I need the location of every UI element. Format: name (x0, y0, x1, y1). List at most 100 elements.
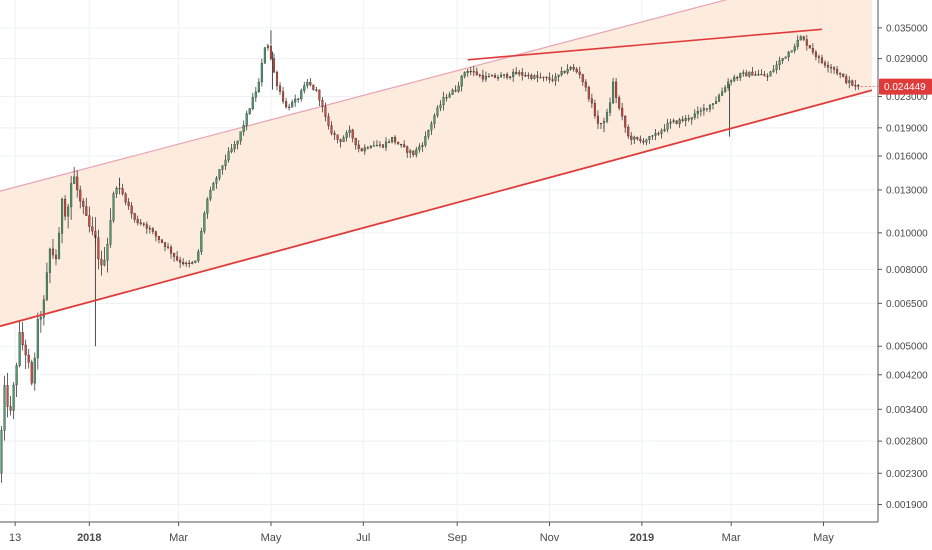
candle-body (572, 67, 575, 70)
candle-body (269, 45, 273, 59)
candle-body (833, 67, 836, 70)
candle-body (857, 85, 860, 87)
price-axis[interactable]: 0.035000 0.029000 0.023000 0.019000 0.016000… (878, 23, 928, 511)
candle-body (67, 206, 70, 217)
candle-body (648, 136, 651, 141)
candle-body (209, 190, 212, 200)
candle-body (615, 81, 618, 98)
candle-body (61, 199, 64, 234)
y-tick-label: 0.008000 (886, 265, 928, 276)
candle-body (387, 141, 391, 143)
candle-body (36, 319, 39, 359)
last-price-label: 0.024449 (884, 82, 926, 93)
candle-body (636, 136, 639, 140)
candle-body (278, 85, 282, 92)
candle-body (745, 72, 748, 77)
candle-body (151, 228, 154, 232)
candle-body (112, 193, 115, 221)
candle-body (442, 97, 445, 106)
candle-body (27, 354, 30, 363)
candle-body (163, 242, 167, 247)
candle-body (605, 112, 609, 122)
candle-body (796, 39, 799, 47)
candle-body (400, 144, 403, 146)
candle-body (427, 130, 430, 137)
candle-body (539, 77, 542, 79)
time-axis[interactable]: 13 2018 Mar May Jul Sep Nov 2019 Mar May (9, 522, 834, 544)
candle-body (424, 136, 427, 146)
candle-body (221, 165, 224, 170)
candle-body (751, 71, 754, 76)
candle-body (512, 71, 515, 77)
candle-body (79, 189, 82, 202)
candle-body (842, 74, 845, 77)
candle-body (118, 187, 121, 190)
candle-body (790, 50, 793, 53)
candle-body (705, 108, 708, 110)
candle-body (851, 80, 854, 86)
candle-body (584, 81, 587, 88)
candle-body (696, 111, 699, 114)
candle-body (39, 317, 42, 320)
candle-body (602, 121, 606, 124)
candle-body (484, 76, 487, 80)
candle-body (596, 115, 599, 124)
candle-body (772, 69, 775, 72)
candle-body (333, 133, 336, 135)
candle-body (808, 45, 811, 49)
candle-body (318, 89, 321, 101)
candle-body (481, 74, 484, 80)
y-tick-label: 0.004200 (886, 370, 928, 381)
candle-body (157, 236, 160, 240)
candlesticks (0, 30, 860, 483)
candle-body (672, 120, 675, 123)
candle-body (711, 103, 715, 105)
candle-body (76, 176, 79, 191)
candle-body (733, 77, 736, 81)
candle-body (533, 75, 536, 79)
candle-body (242, 125, 245, 132)
candle-body (406, 146, 409, 153)
candle-body (678, 119, 681, 124)
candle-body (339, 139, 342, 142)
x-tick-label: Sep (447, 532, 467, 544)
candle-body (624, 115, 627, 128)
candle-body (475, 71, 478, 76)
support-trend-line (0, 89, 873, 328)
candle-body (642, 140, 645, 143)
candle-body (64, 199, 67, 217)
channel-fill (0, 0, 872, 327)
candle-body (121, 188, 124, 194)
x-tick-label: Mar (169, 532, 188, 544)
candle-body (139, 222, 142, 224)
candle-body (478, 74, 481, 76)
candle-body (33, 357, 36, 384)
candle-body (88, 215, 91, 227)
candle-body (633, 136, 636, 140)
candle-body (599, 123, 603, 125)
candle-body (148, 228, 151, 230)
candle-body (109, 220, 112, 245)
candle-body (515, 71, 518, 75)
candle-body (218, 169, 221, 179)
x-tick-label: May (813, 532, 834, 544)
candle-body (103, 260, 106, 266)
candle-body (191, 262, 194, 264)
candle-body (82, 200, 85, 207)
candle-body (212, 183, 215, 191)
candle-body (708, 104, 712, 110)
candle-body (282, 91, 285, 102)
candle-body (57, 233, 61, 260)
candle-body (145, 224, 148, 229)
candle-body (724, 87, 727, 92)
candle-body (48, 248, 51, 273)
candle-body (823, 62, 827, 66)
candle-body (754, 74, 757, 76)
candle-body (593, 103, 596, 117)
candle-body (675, 120, 678, 124)
candle-body (439, 104, 442, 109)
candle-body (702, 108, 705, 111)
candle-body (312, 84, 315, 90)
candle-body (681, 119, 684, 121)
